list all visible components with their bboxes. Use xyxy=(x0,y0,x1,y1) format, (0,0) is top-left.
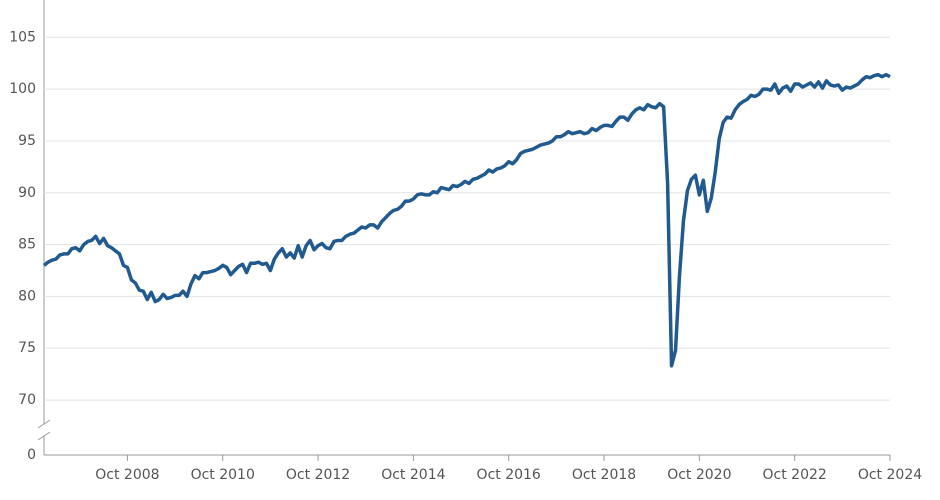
y-tick-label: 70 xyxy=(18,392,36,408)
x-tick-label: Oct 2022 xyxy=(763,467,827,483)
y-tick-label: 0 xyxy=(27,447,36,463)
y-tick-label: 100 xyxy=(9,81,36,97)
y-tick-label: 75 xyxy=(18,340,36,356)
y-tick-label: 80 xyxy=(18,288,36,304)
x-tick-label: Oct 2014 xyxy=(381,467,445,483)
x-tick-label: Oct 2024 xyxy=(858,467,922,483)
y-tick-label: 95 xyxy=(18,133,36,149)
x-tick-label: Oct 2020 xyxy=(667,467,731,483)
y-tick-label: 105 xyxy=(9,29,36,45)
x-tick-label: Oct 2012 xyxy=(286,467,350,483)
axis-break xyxy=(37,419,51,429)
x-tick-label: Oct 2010 xyxy=(191,467,255,483)
x-tick-label: Oct 2016 xyxy=(477,467,541,483)
x-tick-label: Oct 2018 xyxy=(572,467,636,483)
data-line xyxy=(42,72,891,368)
y-tick-label: 90 xyxy=(18,185,36,201)
x-tick-label: Oct 2008 xyxy=(95,467,159,483)
y-tick-label: 85 xyxy=(18,237,36,253)
axis-break xyxy=(37,431,51,441)
